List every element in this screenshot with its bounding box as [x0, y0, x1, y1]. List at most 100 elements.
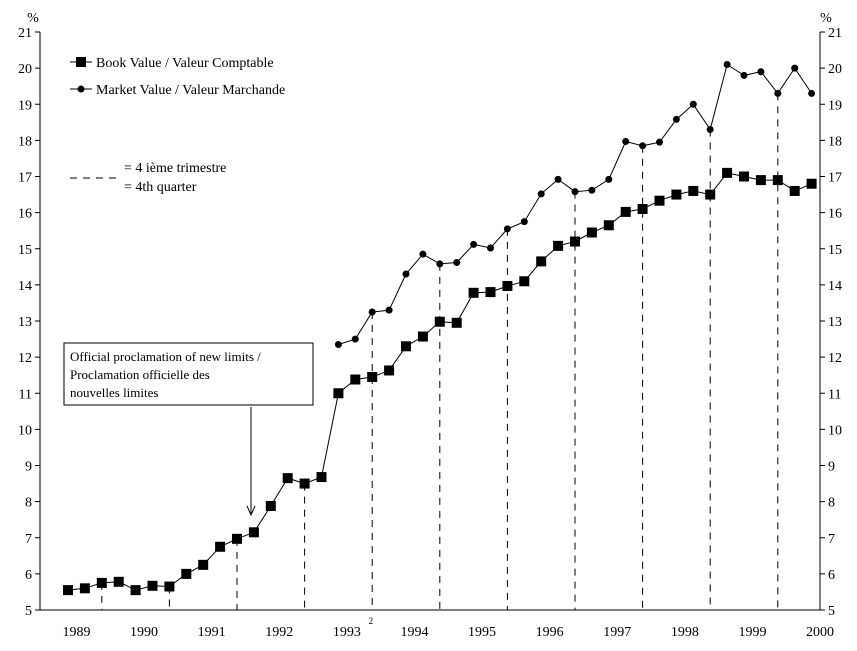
book-value-point [299, 478, 310, 489]
book-value-point [232, 533, 242, 544]
market-value-point [470, 240, 478, 248]
y-tick-label-left: 10 [18, 423, 32, 438]
y-tick-label-right: 7 [828, 532, 835, 547]
annotation-line-1: Official proclamation of new limits / [70, 349, 261, 364]
x-labels: 1989 1990 1991 1992 1993 2 1994 1995 1996 1997 199… [62, 616, 834, 640]
y-tick-label-left: 8 [25, 496, 32, 511]
annotation-line-3: nouvelles limites [70, 385, 158, 400]
legend-book-label: Book Value / Valeur Comptable [96, 56, 274, 71]
book-value-point [198, 559, 209, 570]
y-tick-label-right: 13 [828, 315, 842, 330]
book-value-point [705, 189, 716, 200]
book-value-point [181, 568, 192, 579]
y-tick-label-left: 12 [18, 351, 32, 366]
book-value-point [130, 585, 141, 596]
market-value-point [706, 126, 714, 134]
x-tick-label: 1990 [130, 625, 158, 640]
y-ticks: 5 5 6 6 7 7 8 8 9 9 10 10 11 11 12 12 13 13 14 14 15 15 16 16 17… [18, 26, 842, 619]
y-tick-label-left: 14 [18, 279, 32, 294]
book-value-point [739, 171, 749, 182]
book-value-point [282, 473, 293, 484]
y-tick-label-right: 17 [828, 171, 842, 186]
book-value-point [265, 500, 276, 511]
market-value-point [520, 218, 528, 226]
y-tick-label-right: 14 [828, 279, 842, 294]
market-value-point [385, 306, 393, 314]
book-value-point [519, 276, 530, 287]
y-tick-label-right: 19 [828, 98, 842, 113]
x-tick-label: 1998 [671, 625, 699, 640]
book-value-point [722, 167, 733, 178]
book-value-point [113, 576, 124, 587]
book-value-point [485, 287, 496, 298]
market-value-point [487, 244, 494, 252]
book-value-point [570, 236, 580, 247]
y-tick-label-right: 9 [828, 460, 835, 475]
market-value-point [639, 142, 647, 150]
book-value-point [350, 374, 361, 385]
book-value-point [147, 580, 158, 591]
y-tick-label-left: 15 [18, 243, 32, 258]
y-tick-label-left: 13 [18, 315, 32, 330]
book-value-point [63, 585, 73, 596]
y-tick-label-left: 7 [25, 532, 32, 547]
y-tick-label-right: 20 [828, 62, 842, 77]
y-tick-label-right: 15 [828, 243, 842, 258]
book-value-point [553, 240, 564, 251]
market-value-point [334, 340, 342, 348]
y-unit-left: % [27, 11, 39, 26]
y-tick-label-right: 5 [828, 604, 835, 619]
y-tick-label-right: 10 [828, 423, 842, 438]
x-tick-label: 1996 [536, 625, 564, 640]
y-unit-right: % [820, 11, 832, 26]
book-value-point [671, 189, 682, 200]
x-tick-label: 1994 [400, 625, 428, 640]
legend-q4-fr: = 4 ième trimestre [124, 161, 226, 176]
market-value-point [402, 270, 410, 278]
y-tick-label-right: 11 [828, 387, 841, 402]
legend: Book Value / Valeur Comptable Market Val… [70, 56, 285, 195]
legend-market-label: Market Value / Valeur Marchande [96, 83, 285, 98]
book-value-point [401, 341, 411, 352]
market-value-point [453, 258, 461, 266]
y-tick-label-left: 5 [25, 604, 32, 619]
book-value-point [316, 472, 327, 483]
book-value-point [215, 541, 226, 552]
book-value-point [417, 331, 428, 342]
y-tick-label-right: 16 [828, 207, 842, 222]
market-value-point [791, 64, 799, 72]
book-value-point [789, 185, 800, 196]
y-tick-label-right: 18 [828, 134, 842, 149]
market-value-point [588, 186, 596, 194]
x-tick-label: 1995 [468, 625, 496, 640]
market-value-point [351, 335, 359, 343]
legend-market-marker [77, 85, 85, 93]
x-tick-label: 2000 [806, 625, 834, 640]
book-value-point [164, 581, 175, 592]
market-value-point [723, 61, 731, 69]
book-value-point [367, 371, 378, 382]
annotation: Official proclamation of new limits / Pr… [63, 342, 314, 517]
book-value-point [772, 175, 783, 186]
x-tick-label: 1991 [198, 625, 226, 640]
book-value-point [384, 365, 395, 376]
market-value-point [757, 68, 765, 76]
book-value-point [248, 527, 259, 538]
legend-book-marker [76, 57, 86, 67]
annotation-arrowhead [246, 505, 256, 517]
book-value-point [586, 227, 597, 238]
book-value-point [654, 195, 665, 206]
x-tick-label: 1989 [62, 625, 90, 640]
y-tick-label-right: 6 [828, 568, 835, 583]
y-tick-label-left: 6 [25, 568, 32, 583]
market-value-point [605, 175, 613, 183]
book-value-point [434, 316, 445, 327]
series-group [63, 61, 817, 596]
book-value-point [755, 175, 766, 186]
y-tick-label-right: 12 [828, 351, 842, 366]
market-value-point [537, 190, 545, 198]
book-value-point [333, 388, 344, 399]
annotation-line-2: Proclamation officielle des [70, 367, 210, 382]
book-value-point [637, 204, 648, 215]
